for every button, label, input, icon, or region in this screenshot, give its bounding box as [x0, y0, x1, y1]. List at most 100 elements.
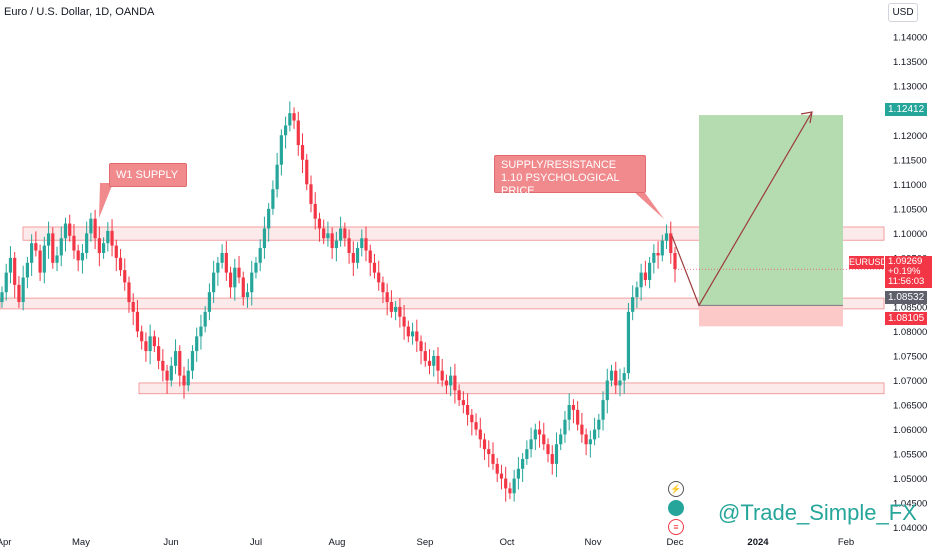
candle-body: [385, 292, 389, 303]
candle: [199, 314, 203, 350]
price-tick-label: 1.06000: [893, 425, 927, 436]
candle: [38, 244, 42, 281]
target-price-tag: 1.12412: [885, 103, 928, 116]
candle: [499, 464, 504, 490]
candle-body: [410, 331, 415, 337]
candle-body: [648, 262, 652, 280]
candle-body: [347, 238, 351, 253]
supply-zone: [138, 382, 885, 395]
candle-body: [567, 405, 571, 420]
candle-body: [271, 189, 275, 209]
candle-body: [140, 331, 144, 342]
alert-icon[interactable]: [668, 500, 684, 516]
candle-body: [559, 434, 563, 445]
lightning-icon[interactable]: ⚡: [668, 481, 684, 497]
candle: [385, 283, 389, 316]
candle: [465, 393, 470, 426]
candle: [13, 251, 17, 299]
candle: [258, 239, 262, 272]
candle: [377, 260, 381, 291]
candle: [643, 260, 647, 286]
candle: [0, 286, 4, 308]
price-tick-label: 1.08000: [893, 327, 927, 338]
candle-body: [13, 257, 17, 285]
candle: [8, 246, 13, 284]
candle: [533, 423, 537, 451]
candle-body: [444, 380, 449, 386]
candle-body: [250, 272, 254, 293]
candle: [305, 153, 309, 191]
candle-body: [423, 351, 427, 361]
candle-body: [415, 331, 419, 342]
candle-body: [30, 243, 34, 263]
candle: [609, 364, 614, 387]
candle-body: [656, 252, 660, 256]
candle: [288, 101, 292, 132]
candle-body: [461, 400, 465, 406]
candle-body: [144, 341, 148, 352]
candle: [157, 337, 161, 370]
candles: [0, 101, 677, 502]
candle: [495, 457, 499, 483]
candle: [368, 244, 372, 277]
candle-body: [576, 409, 580, 425]
candle-body: [512, 478, 516, 494]
candle: [588, 430, 592, 458]
callout-line-2: 1.10 PSYCHOLOGICAL PRICE: [501, 172, 620, 197]
candle-body: [394, 306, 398, 312]
candle-body: [173, 351, 178, 366]
w1-supply-callout[interactable]: W1 SUPPLY: [109, 163, 187, 187]
candle: [563, 410, 567, 443]
candle: [669, 221, 673, 264]
layers-icon[interactable]: ≡: [668, 519, 684, 535]
candle: [165, 364, 169, 394]
candle-body: [161, 360, 165, 371]
candle: [195, 327, 199, 362]
candle-body: [123, 270, 127, 283]
symbol-tag: EURUSD: [849, 256, 888, 269]
candle: [245, 283, 250, 308]
candle-body: [165, 370, 169, 381]
candle-body: [360, 238, 364, 249]
candle: [449, 366, 453, 397]
candle: [144, 332, 148, 362]
candle: [178, 345, 182, 387]
candle: [453, 363, 457, 404]
candle: [618, 368, 622, 397]
candle-body: [499, 473, 504, 479]
candle: [597, 413, 601, 438]
long-position-tool[interactable]: [699, 115, 843, 327]
candle-body: [224, 252, 228, 273]
candle: [635, 281, 639, 308]
candle: [21, 265, 25, 311]
candle: [631, 285, 635, 321]
candle-body: [4, 272, 8, 293]
candle-body: [21, 277, 25, 303]
candle: [101, 237, 106, 259]
candle-body: [55, 255, 59, 263]
currency-button[interactable]: USD: [888, 3, 918, 22]
time-tick-label: Dec: [667, 537, 684, 548]
candle: [660, 234, 664, 262]
candle: [262, 216, 267, 259]
candle: [330, 227, 334, 259]
candle-body: [419, 341, 423, 352]
price-tick-label: 1.11000: [893, 180, 927, 191]
candle: [559, 428, 563, 451]
price-tick-label: 1.05000: [893, 474, 927, 485]
candle-body: [542, 434, 546, 445]
candle: [131, 293, 135, 326]
candle-body: [207, 292, 212, 312]
candle: [55, 246, 59, 272]
candle-body: [0, 292, 4, 303]
time-tick-label: Aug: [329, 537, 346, 548]
candle: [474, 413, 478, 436]
candle: [440, 358, 444, 387]
time-axis[interactable]: Apr May Jun Jul Aug Sep Oct Nov Dec 2024 Feb: [0, 537, 854, 548]
supply-resistance-callout[interactable]: SUPPLY/RESISTANCE 1.10 PSYCHOLOGICAL PRI…: [494, 155, 646, 197]
candle-body: [228, 272, 233, 288]
candle-body: [377, 272, 381, 283]
candle-body: [372, 262, 377, 273]
candle-body: [601, 400, 605, 420]
